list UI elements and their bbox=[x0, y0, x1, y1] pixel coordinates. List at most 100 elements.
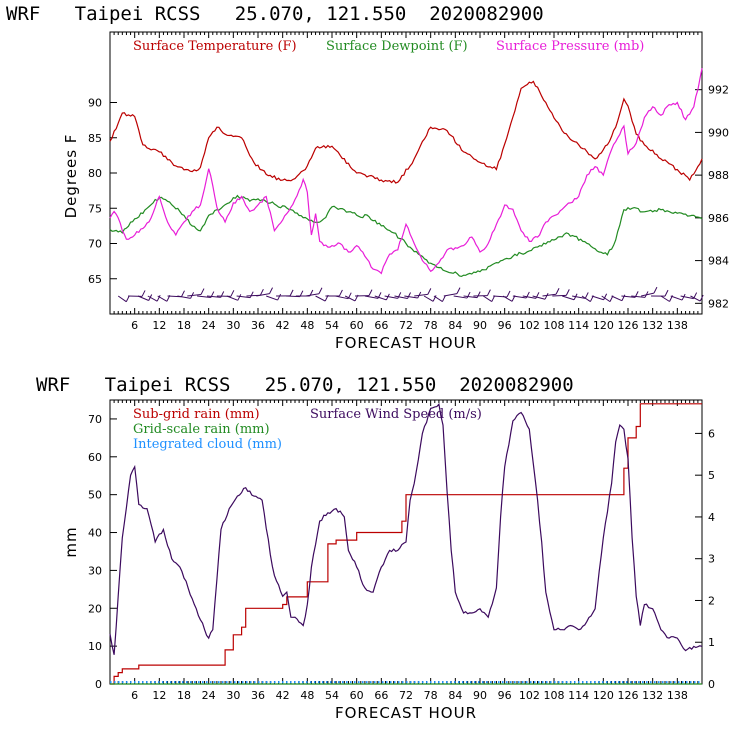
upper-x-tick-label: 60 bbox=[350, 319, 364, 332]
lower-x-tick-label: 72 bbox=[399, 689, 413, 702]
legend-integrated-cloud: Integrated cloud (mm) bbox=[133, 437, 282, 452]
lower-x-axis-label: FORECAST HOUR bbox=[335, 704, 477, 722]
wind-barb-flag bbox=[466, 291, 471, 299]
upper-x-tick-label: 12 bbox=[152, 319, 166, 332]
upper-y2-tick-label: 984 bbox=[708, 255, 729, 268]
lower-y2-tick-label: 5 bbox=[708, 469, 715, 482]
wind-barb-flag bbox=[664, 289, 669, 297]
upper-x-tick-label: 42 bbox=[276, 319, 290, 332]
wind-barb bbox=[206, 295, 221, 298]
wind-barb-flag bbox=[181, 290, 185, 297]
wind-barb bbox=[177, 295, 191, 299]
upper-series-surface-temperature-f bbox=[109, 80, 703, 184]
lower-y-tick-label: 0 bbox=[95, 678, 102, 691]
lower-y-tick-label: 20 bbox=[88, 602, 102, 615]
lower-y2-tick-label: 1 bbox=[708, 636, 715, 649]
wind-barb bbox=[443, 293, 458, 297]
lower-x-tick-label: 48 bbox=[300, 689, 314, 702]
upper-x-tick-label: 78 bbox=[424, 319, 438, 332]
lower-x-tick-label: 138 bbox=[667, 689, 688, 702]
upper-x-tick-label: 138 bbox=[667, 319, 688, 332]
wind-barb bbox=[532, 295, 546, 300]
wind-barb bbox=[344, 295, 356, 302]
upper-x-tick-label: 126 bbox=[618, 319, 639, 332]
lower-x-tick-label: 96 bbox=[498, 689, 512, 702]
wind-barb-flag bbox=[584, 292, 589, 299]
wind-barb bbox=[552, 294, 567, 297]
lower-x-tick-label: 18 bbox=[177, 689, 191, 702]
wind-barb-flag bbox=[621, 294, 626, 301]
wind-barb-flag bbox=[269, 287, 273, 294]
lower-x-tick-label: 6 bbox=[131, 689, 138, 702]
lower-y-tick-label: 40 bbox=[88, 527, 102, 540]
lower-y-axis-label: mm bbox=[62, 526, 80, 557]
legend-surface-pressure: Surface Pressure (mb) bbox=[496, 39, 644, 54]
wind-barb bbox=[423, 295, 434, 302]
wind-barb-flag bbox=[237, 294, 242, 301]
lower-x-tick-label: 90 bbox=[473, 689, 487, 702]
wind-barb-flag bbox=[230, 290, 235, 297]
wind-barb bbox=[414, 293, 428, 297]
lower-x-tick-label: 132 bbox=[642, 689, 663, 702]
lower-x-tick-label: 54 bbox=[325, 689, 339, 702]
lower-x-tick-label: 12 bbox=[152, 689, 166, 702]
legend-gridscale-rain: Grid-scale rain (mm) bbox=[133, 422, 270, 437]
upper-x-tick-label: 108 bbox=[544, 319, 565, 332]
lower-x-tick-label: 120 bbox=[593, 689, 614, 702]
wind-barb bbox=[502, 295, 513, 302]
wind-barb bbox=[611, 295, 623, 302]
wind-barb bbox=[542, 293, 557, 297]
lower-x-tick-label: 66 bbox=[374, 689, 388, 702]
wind-barb-flag bbox=[456, 287, 461, 294]
upper-x-tick-label: 84 bbox=[448, 319, 462, 332]
wind-barb-flag bbox=[427, 288, 432, 295]
upper-series-surface-pressure-mb bbox=[109, 68, 703, 275]
lower-y-tick-label: 70 bbox=[88, 413, 102, 426]
lower-y2-tick-label: 2 bbox=[708, 594, 715, 607]
lower-y-tick-label: 10 bbox=[88, 640, 102, 653]
wind-barb bbox=[137, 295, 149, 301]
upper-x-tick-label: 66 bbox=[374, 319, 388, 332]
lower-x-tick-label: 42 bbox=[276, 689, 290, 702]
wind-barb bbox=[236, 295, 251, 299]
wind-barb bbox=[404, 295, 418, 299]
upper-y2-tick-label: 990 bbox=[708, 126, 729, 139]
wind-barb bbox=[670, 295, 683, 301]
upper-y2-tick-label: 986 bbox=[708, 212, 729, 225]
lower-plot-marks: 6 12 18 24 30 36 42 48 54 60 66 72 78 84 90 96 102 108 114… bbox=[88, 400, 715, 702]
wind-barb bbox=[384, 295, 398, 299]
upper-x-tick-label: 24 bbox=[202, 319, 216, 332]
upper-x-tick-label: 132 bbox=[642, 319, 663, 332]
upper-x-tick-label: 102 bbox=[519, 319, 540, 332]
wind-barb bbox=[157, 295, 168, 302]
upper-y-tick-label: 70 bbox=[88, 238, 102, 251]
lower-series-surface-wind-speed-m-s bbox=[109, 402, 703, 655]
wind-barb bbox=[680, 295, 694, 300]
wind-barb-flag bbox=[338, 289, 343, 297]
upper-series-surface-dewpoint-f bbox=[109, 194, 703, 278]
lower-x-tick-label: 114 bbox=[568, 689, 589, 702]
wind-barb-flag bbox=[249, 291, 254, 298]
legend-surface-temperature: Surface Temperature (F) bbox=[133, 39, 297, 54]
wind-barb-flag bbox=[555, 288, 560, 295]
upper-x-tick-label: 90 bbox=[473, 319, 487, 332]
upper-y2-tick-label: 988 bbox=[708, 169, 729, 182]
upper-x-tick-label: 114 bbox=[568, 319, 589, 332]
lower-x-tick-label: 60 bbox=[350, 689, 364, 702]
upper-panel-title: WRF Taipei RCSS 25.070, 121.550 20200829… bbox=[6, 3, 544, 25]
upper-x-tick-label: 36 bbox=[251, 319, 265, 332]
wind-barb bbox=[226, 295, 238, 301]
lower-x-tick-label: 78 bbox=[424, 689, 438, 702]
wind-barb-flag bbox=[407, 292, 412, 299]
wind-barb-flag bbox=[318, 287, 323, 294]
wind-barb-flag bbox=[506, 290, 511, 298]
wind-barb-flag bbox=[565, 289, 570, 296]
upper-x-tick-label: 6 bbox=[131, 319, 138, 332]
lower-y2-tick-label: 6 bbox=[708, 427, 715, 440]
wind-barb bbox=[433, 295, 443, 302]
upper-x-tick-label: 96 bbox=[498, 319, 512, 332]
upper-x-tick-label: 54 bbox=[325, 319, 339, 332]
upper-x-tick-label: 18 bbox=[177, 319, 191, 332]
wind-barb-flag bbox=[544, 292, 549, 300]
wind-barb bbox=[453, 295, 468, 299]
